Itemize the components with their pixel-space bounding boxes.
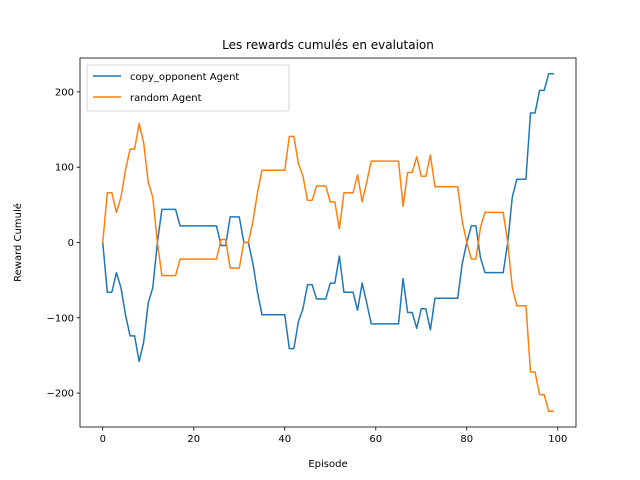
y-tick-label: −100 — [47, 313, 74, 324]
y-axis-label: Reward Cumulé — [12, 203, 24, 282]
y-tick-label: 100 — [55, 163, 74, 174]
y-tick-label: 200 — [55, 87, 74, 98]
series-layer — [101, 73, 554, 412]
chart-title: Les rewards cumulés en evalutaion — [222, 38, 434, 52]
series-line-random — [101, 122, 554, 412]
x-tick-label: 100 — [548, 434, 567, 445]
x-axis-label: Episode — [308, 459, 347, 470]
legend-label-copy-opponent: copy_opponent Agent — [130, 72, 239, 83]
y-tick-label: 0 — [68, 238, 74, 249]
legend-label-random: random Agent — [130, 93, 202, 104]
axes-layer: 0 20 40 60 80 100 −200 −100 0 100 200 — [47, 57, 577, 445]
legend-box — [86, 64, 290, 112]
x-tick-label: 60 — [369, 434, 382, 445]
x-tick-label: 0 — [100, 434, 106, 445]
y-tick-label: −200 — [47, 389, 74, 400]
legend: copy_opponent Agent random Agent — [86, 64, 290, 112]
x-tick-label: 40 — [278, 434, 291, 445]
x-tick-label: 80 — [460, 434, 473, 445]
x-tick-label: 20 — [187, 434, 200, 445]
plot-area — [80, 58, 576, 427]
